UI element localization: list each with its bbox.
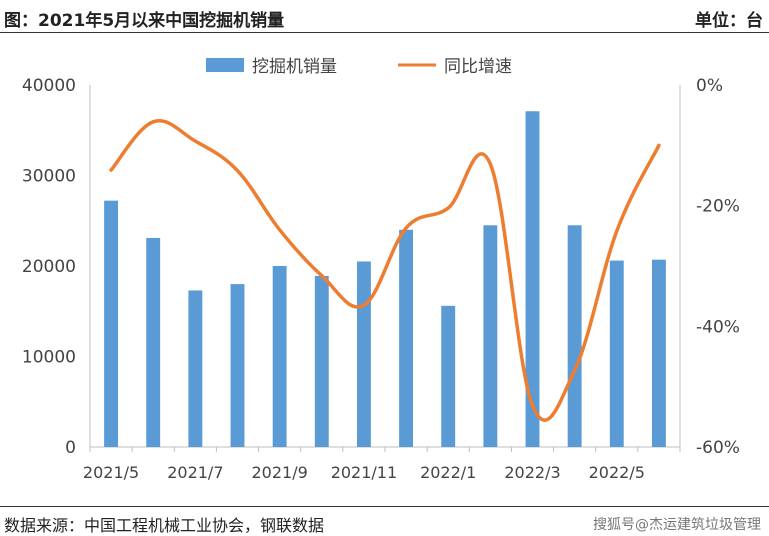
bar [399,229,414,447]
bar [314,275,329,447]
legend-bar-label: 挖掘机销量 [252,57,337,77]
y-right-tick-label: -20% [696,197,740,217]
chart-footer: 数据来源：中国工程机械工业协会，钢联数据 搜狐号@杰运建筑垃圾管理 [0,507,769,536]
bar [272,266,287,447]
chart-title: 图：2021年5月以来中国挖掘机销量 [4,11,285,31]
x-tick-label: 2021/5 [83,463,139,482]
axes [89,85,681,452]
growth-rate-line [109,119,661,422]
y-left-tick-label: 20000 [22,257,76,277]
bar [609,260,624,447]
y-left-tick-label: 0 [65,438,76,458]
y-right-tick-label: -40% [696,317,740,337]
header-divider [0,32,769,33]
bar [567,225,582,447]
legend-bar-swatch [206,58,244,72]
unit-label: 单位：台 [695,11,763,31]
bar [651,259,666,447]
bar [230,284,245,447]
y-left-tick-label: 30000 [22,167,76,187]
y-right-tick-label: -60% [696,438,740,458]
x-tick-label: 2021/9 [251,463,307,482]
bar [525,111,540,448]
bar [146,237,161,447]
line-series [109,119,661,422]
y-left-tick-label: 40000 [22,76,76,96]
bar [483,225,498,447]
footer-divider [0,506,769,507]
x-tick-label: 2022/1 [420,463,476,482]
legend-line-label: 同比增速 [444,57,512,77]
x-tick-label: 2022/3 [504,463,560,482]
bar-series [104,111,666,448]
bar [104,200,119,447]
x-tick-label: 2022/5 [589,463,645,482]
tick-labels: 0 10000 20000 30000 40000 0% -20% -40% -60% 2021/… [22,76,740,482]
bar [188,290,203,447]
data-source: 数据来源：中国工程机械工业协会，钢联数据 [4,516,325,535]
chart-header: 图：2021年5月以来中国挖掘机销量 单位：台 [0,0,769,32]
combo-chart: 挖掘机销量 同比增速 0 10000 20000 30000 40000 0% -20% -4… [22,57,740,482]
bar [356,261,371,447]
y-right-tick-label: 0% [696,76,723,96]
x-tick-label: 2021/11 [331,463,397,482]
x-tick-label: 2021/7 [167,463,223,482]
watermark: 搜狐号@杰运建筑垃圾管理 [593,517,761,533]
bar [441,305,456,447]
legend: 挖掘机销量 同比增速 [206,57,512,77]
y-left-tick-label: 10000 [22,348,76,368]
